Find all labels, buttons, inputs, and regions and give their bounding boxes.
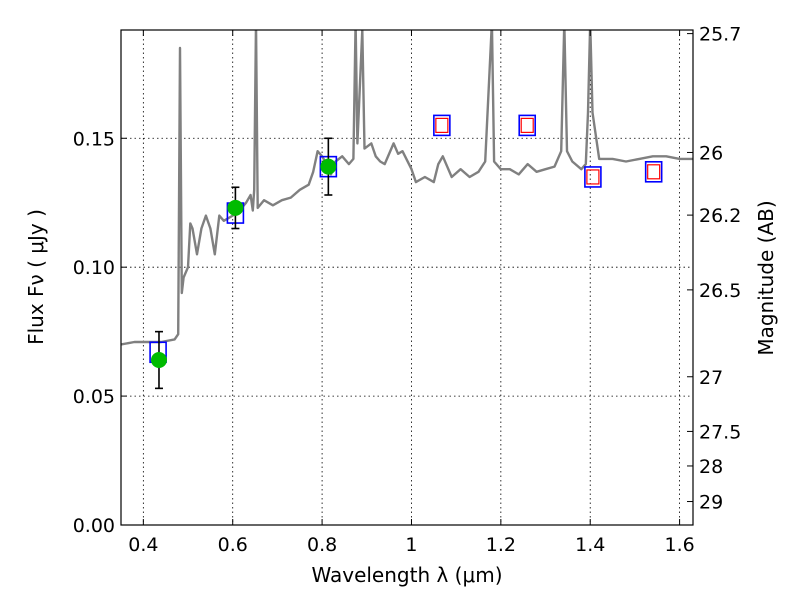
axis-ticks: 0.4 0.6 0.8 1 1.2 1.4 1.6 0.00 0.05 0.10 0.15 25.7 2… — [73, 24, 742, 556]
x-tick-label: 0.6 — [218, 534, 248, 556]
y-tick-label: 0.05 — [73, 386, 115, 408]
y2-tick-label: 27.5 — [699, 421, 741, 443]
y2-tick-label: 28 — [699, 456, 723, 478]
upper-limit-marker — [435, 117, 449, 133]
axes-frame — [120, 29, 694, 526]
x-tick-label: 1 — [405, 534, 417, 556]
spectrum-line — [121, 30, 693, 346]
x-tick-label: 1.6 — [664, 534, 694, 556]
y2-tick-label: 27 — [699, 367, 723, 389]
y-tick-label: 0.00 — [73, 515, 115, 537]
measured-point — [227, 199, 244, 216]
x-axis-label: Wavelength λ (μm) — [311, 563, 502, 587]
y-tick-label: 0.15 — [73, 128, 115, 150]
measured-point — [150, 352, 167, 368]
plot-area — [121, 30, 693, 390]
y2-tick-label: 26.2 — [699, 205, 741, 227]
measured-point — [320, 158, 337, 175]
y2-tick-label: 26 — [699, 142, 723, 164]
model-photometry-box — [433, 114, 451, 137]
upper-limit-marker — [647, 164, 661, 180]
upper-limit-marker — [520, 117, 534, 133]
upper-limit-marker — [586, 169, 600, 185]
y2-tick-label: 29 — [699, 492, 723, 514]
grid-lines — [121, 30, 693, 526]
model-photometry-box — [518, 114, 537, 137]
y2-tick-label: 26.5 — [699, 280, 741, 302]
y2-tick-label: 25.7 — [699, 24, 741, 46]
y-axis-label: Flux Fν ( μJy ) — [24, 209, 48, 345]
model-photometry-box — [644, 160, 663, 183]
x-tick-label: 1.2 — [486, 534, 516, 556]
y-tick-label: 0.10 — [73, 257, 115, 279]
x-tick-label: 0.4 — [128, 534, 158, 556]
x-tick-label: 0.8 — [307, 534, 337, 556]
x-tick-label: 1.4 — [575, 534, 605, 556]
y2-axis-label: Magnitude (AB) — [754, 200, 778, 355]
model-photometry-box — [584, 166, 602, 188]
